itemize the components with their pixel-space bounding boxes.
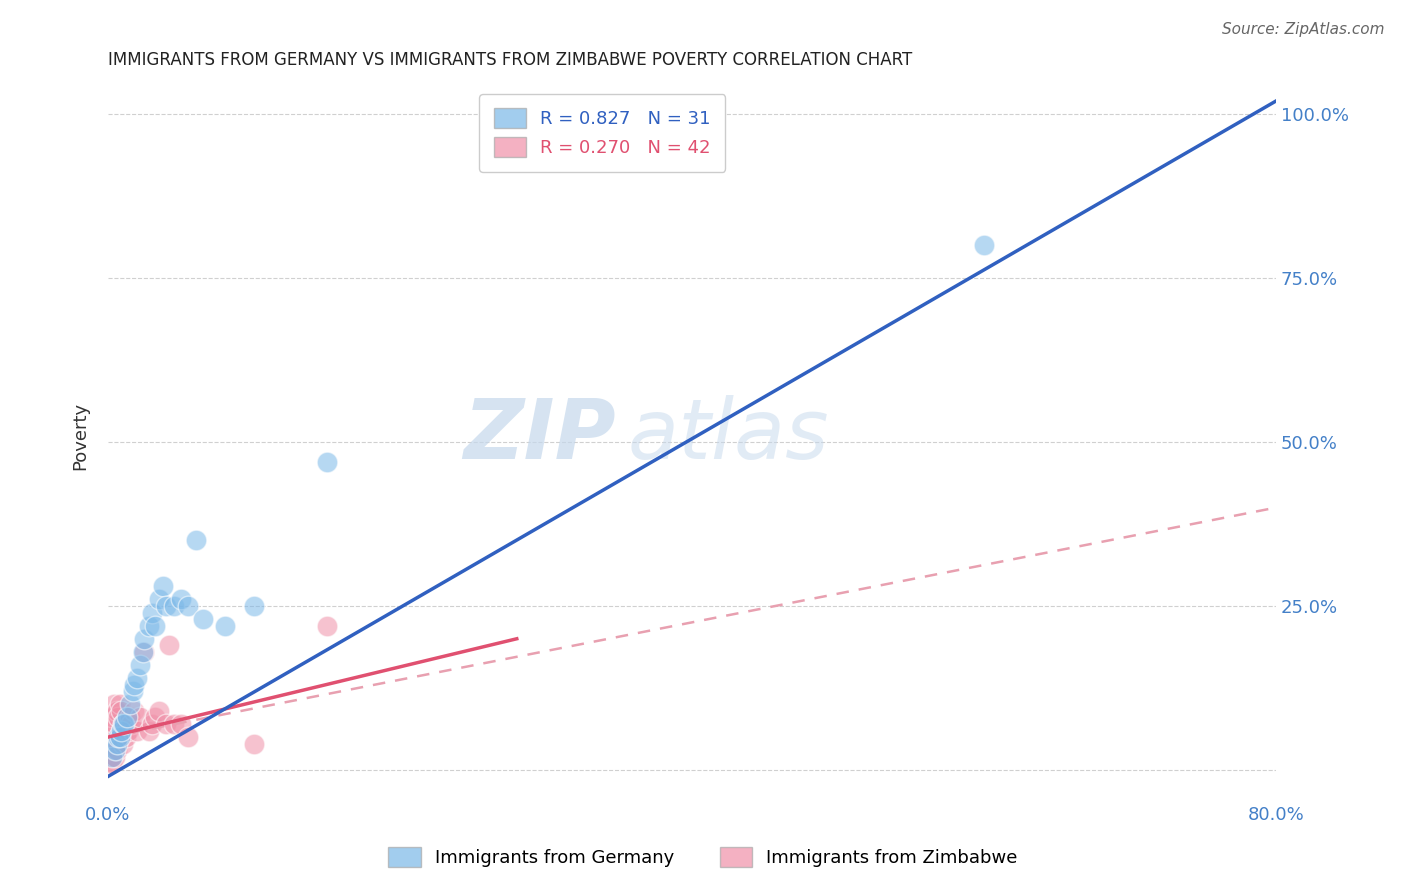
- Legend: Immigrants from Germany, Immigrants from Zimbabwe: Immigrants from Germany, Immigrants from…: [381, 839, 1025, 874]
- Point: [191, 612, 214, 626]
- Point: [132, 645, 155, 659]
- Point: [111, 737, 134, 751]
- Point: [98, 730, 121, 744]
- Text: IMMIGRANTS FROM GERMANY VS IMMIGRANTS FROM ZIMBABWE POVERTY CORRELATION CHART: IMMIGRANTS FROM GERMANY VS IMMIGRANTS FR…: [108, 51, 912, 69]
- Legend: R = 0.827   N = 31, R = 0.270   N = 42: R = 0.827 N = 31, R = 0.270 N = 42: [479, 94, 725, 171]
- Point: [117, 723, 139, 738]
- Point: [122, 704, 145, 718]
- Point: [105, 704, 128, 718]
- Point: [108, 730, 131, 744]
- Point: [98, 756, 121, 771]
- Point: [108, 698, 131, 712]
- Point: [129, 657, 152, 672]
- Point: [112, 723, 135, 738]
- Point: [143, 618, 166, 632]
- Point: [157, 638, 180, 652]
- Point: [973, 238, 995, 252]
- Text: 0.0%: 0.0%: [86, 806, 131, 824]
- Point: [170, 717, 193, 731]
- Point: [110, 723, 132, 738]
- Text: ZIP: ZIP: [464, 395, 616, 476]
- Point: [163, 717, 186, 731]
- Text: 80.0%: 80.0%: [1247, 806, 1305, 824]
- Point: [107, 710, 129, 724]
- Point: [127, 671, 149, 685]
- Point: [152, 579, 174, 593]
- Point: [177, 599, 200, 613]
- Point: [100, 749, 122, 764]
- Point: [143, 710, 166, 724]
- Point: [163, 599, 186, 613]
- Point: [101, 756, 124, 771]
- Point: [120, 717, 142, 731]
- Text: atlas: atlas: [627, 395, 830, 476]
- Point: [129, 710, 152, 724]
- Point: [115, 710, 138, 724]
- Point: [134, 645, 156, 659]
- Point: [155, 717, 177, 731]
- Point: [98, 743, 121, 757]
- Point: [112, 717, 135, 731]
- Point: [111, 717, 134, 731]
- Point: [141, 717, 163, 731]
- Point: [111, 717, 134, 731]
- Point: [155, 599, 177, 613]
- Point: [316, 455, 339, 469]
- Point: [108, 730, 131, 744]
- Point: [105, 743, 128, 757]
- Point: [107, 730, 129, 744]
- Point: [105, 737, 128, 751]
- Y-axis label: Poverty: Poverty: [72, 401, 89, 469]
- Point: [138, 618, 160, 632]
- Point: [121, 684, 143, 698]
- Point: [118, 710, 141, 724]
- Point: [114, 730, 136, 744]
- Point: [103, 698, 125, 712]
- Point: [243, 737, 266, 751]
- Point: [214, 618, 236, 632]
- Point: [110, 704, 132, 718]
- Point: [103, 743, 125, 757]
- Point: [127, 723, 149, 738]
- Point: [148, 592, 170, 607]
- Point: [118, 698, 141, 712]
- Point: [316, 618, 339, 632]
- Point: [138, 723, 160, 738]
- Point: [107, 737, 129, 751]
- Point: [243, 599, 266, 613]
- Point: [100, 723, 122, 738]
- Point: [110, 723, 132, 738]
- Point: [141, 606, 163, 620]
- Point: [115, 717, 138, 731]
- Point: [122, 678, 145, 692]
- Point: [184, 533, 207, 548]
- Point: [104, 743, 127, 757]
- Point: [170, 592, 193, 607]
- Point: [104, 717, 127, 731]
- Point: [134, 632, 156, 646]
- Point: [101, 749, 124, 764]
- Point: [101, 710, 124, 724]
- Text: Source: ZipAtlas.com: Source: ZipAtlas.com: [1222, 22, 1385, 37]
- Point: [177, 730, 200, 744]
- Point: [148, 704, 170, 718]
- Point: [104, 749, 127, 764]
